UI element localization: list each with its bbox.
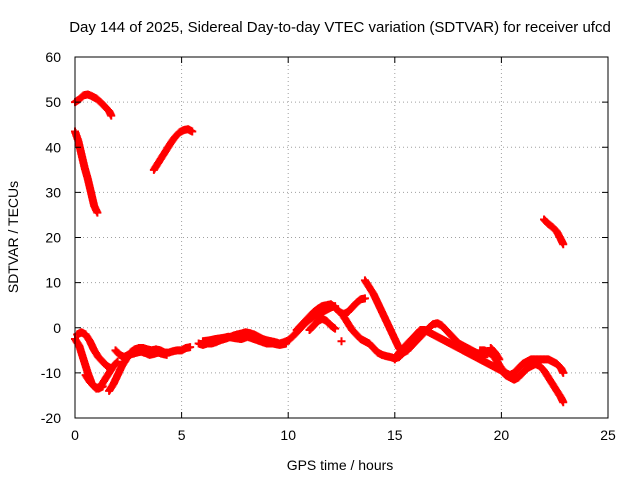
- chart-title: Day 144 of 2025, Sidereal Day-to-day VTE…: [69, 19, 611, 36]
- x-tick-label: 15: [387, 427, 403, 443]
- data-point: [113, 357, 122, 366]
- data-point: [360, 294, 369, 303]
- data-point: [188, 127, 197, 136]
- data-point: [331, 324, 340, 333]
- series-s14: [337, 337, 346, 346]
- plot-frame: [74, 56, 609, 419]
- x-tick-label: 0: [71, 427, 79, 443]
- series-s7: [81, 371, 107, 393]
- series-s3: [149, 125, 197, 174]
- data-point: [559, 368, 568, 377]
- y-tick-label: 30: [45, 184, 61, 200]
- y-tick-label: 10: [45, 275, 61, 291]
- data-point: [186, 343, 195, 352]
- y-tick-label: 50: [45, 94, 61, 110]
- data-layer: [71, 90, 568, 407]
- series-s2: [71, 127, 102, 217]
- x-axis-label: GPS time / hours: [287, 457, 394, 473]
- data-point: [559, 398, 568, 407]
- data-point: [107, 111, 116, 120]
- series-s19: [486, 344, 504, 364]
- data-point: [112, 358, 121, 367]
- data-point: [93, 208, 102, 217]
- series-s1: [71, 90, 116, 120]
- data-point: [107, 364, 116, 373]
- y-tick-label: -10: [41, 365, 61, 381]
- data-point: [162, 350, 171, 359]
- series-s18: [476, 346, 568, 380]
- y-tick-label: -20: [41, 410, 61, 426]
- data-point: [98, 382, 107, 391]
- y-tick-label: 40: [45, 139, 61, 155]
- series-s4: [540, 215, 568, 249]
- y-tick-label: 0: [53, 320, 61, 336]
- series-s17: [390, 326, 568, 407]
- y-tick-label: 20: [45, 230, 61, 246]
- y-tick-label: 60: [45, 49, 61, 65]
- data-point: [495, 355, 504, 364]
- data-point: [282, 339, 291, 348]
- x-tick-label: 25: [600, 427, 616, 443]
- series-s12: [292, 294, 369, 335]
- x-tick-label: 10: [280, 427, 296, 443]
- x-tick-label: 20: [494, 427, 510, 443]
- series-s13: [305, 314, 340, 335]
- series-s6: [73, 328, 116, 373]
- series-s11: [198, 332, 291, 349]
- data-point: [559, 240, 568, 249]
- y-axis-label: SDTVAR / TECUs: [5, 181, 21, 293]
- series-s9: [111, 346, 171, 362]
- data-point: [337, 337, 346, 346]
- x-tick-label: 5: [178, 427, 186, 443]
- series-s16: [360, 276, 489, 362]
- ticks: 0 5 10 15 20 25 -20 -10 0 10 20 30 40 50 60: [41, 49, 616, 443]
